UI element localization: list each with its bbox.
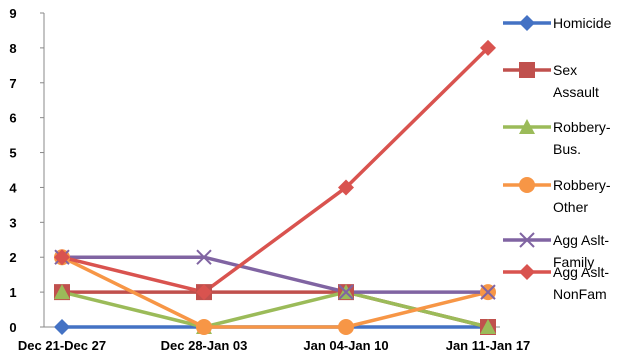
point-agg-aslt-nonfam-1 (196, 284, 212, 301)
point-agg-aslt-family-2-stroke-b (338, 284, 354, 300)
point-agg-aslt-nonfam-2-shape (338, 179, 354, 196)
point-agg-aslt-nonfam-3 (480, 39, 496, 56)
series-line-agg-aslt-nonfam (61, 46, 490, 294)
point-homicide-0 (54, 319, 70, 335)
legend-label-line-agg-aslt-family-1: Family (553, 254, 594, 270)
point-robbery-other-1-shape (196, 319, 212, 335)
y-tick-label-9: 9 (9, 6, 16, 21)
legend-swatch-marker-sex-assault (519, 62, 535, 78)
legend-swatch-marker-robbery-other (519, 177, 535, 193)
legend-label-line-sex-assault-0: Sex (553, 62, 577, 78)
point-agg-aslt-nonfam-0 (54, 249, 70, 266)
y-tick-label-2: 2 (9, 250, 16, 265)
legend-label-agg-aslt-family: Agg Aslt- Family (553, 232, 609, 270)
legend-swatch-marker-robbery-bus-shape (519, 119, 535, 134)
legend-swatch-marker-robbery-other-shape (519, 177, 535, 193)
legend-swatch-marker-agg-aslt-family-stroke-b (519, 232, 535, 248)
legend-label-line-sex-assault-1: Assault (553, 84, 599, 100)
x-tick-label-jan-11-jan-17: Jan 11-Jan 17 (446, 338, 531, 353)
point-robbery-bus-3 (480, 319, 496, 334)
legend-item-agg-aslt-family: Agg Aslt- Family (503, 232, 609, 270)
y-tick-label-8: 8 (9, 41, 16, 56)
series-line-agg-aslt-family (62, 255, 488, 294)
y-tick-label-6: 6 (9, 111, 16, 126)
legend-swatch-marker-robbery-bus (519, 119, 535, 134)
legend-swatch-marker-homicide (519, 15, 535, 31)
point-agg-aslt-nonfam-2 (338, 179, 354, 196)
legend-swatch-marker-agg-aslt-family (519, 232, 535, 248)
legend-swatch-marker-agg-aslt-nonfam (519, 264, 535, 280)
point-agg-aslt-family-1-stroke-b (196, 249, 212, 265)
legend-item-robbery-bus: Robbery- Bus. (503, 119, 611, 157)
point-robbery-bus-0 (54, 284, 70, 300)
point-agg-aslt-nonfam-1-shape (196, 284, 212, 301)
x-tick-labels: Dec 21-Dec 27 Dec 28-Jan 03 Jan 04-Jan 10 J… (18, 338, 530, 353)
legend: Homicide Sex Assault Robbery- Bus. Robbery- Ot… (503, 15, 612, 302)
legend-swatch-marker-agg-aslt-nonfam-shape (519, 264, 535, 280)
legend-label-line-robbery-other-1: Other (553, 199, 588, 215)
legend-label-line-agg-aslt-nonfam-0: Agg Aslt- (553, 264, 609, 280)
point-agg-aslt-family-1 (196, 249, 212, 265)
legend-swatch-marker-homicide-shape (519, 15, 535, 31)
y-tick-label-7: 7 (9, 76, 16, 91)
y-tick-labels: 0 1 2 3 4 5 6 7 8 9 (9, 6, 17, 335)
y-tick-label-5: 5 (9, 146, 16, 161)
point-agg-aslt-family-3 (480, 284, 496, 300)
y-tick-label-0: 0 (9, 320, 16, 335)
x-tick-label-dec-21-dec-27: Dec 21-Dec 27 (18, 338, 106, 353)
point-agg-aslt-nonfam-3-shape (480, 39, 496, 56)
legend-label-robbery-other: Robbery- Other (553, 177, 611, 215)
y-tick-label-4: 4 (9, 180, 17, 195)
series-lines (61, 46, 490, 329)
legend-label-robbery-bus: Robbery- Bus. (553, 119, 611, 157)
point-robbery-other-2 (338, 319, 354, 335)
point-agg-aslt-family-2 (338, 284, 354, 300)
legend-swatch-marker-sex-assault-shape (519, 62, 535, 78)
point-robbery-bus-0-shape (54, 284, 70, 300)
point-homicide-0-shape (54, 319, 70, 335)
point-robbery-other-2-shape (338, 319, 354, 335)
legend-label-line-agg-aslt-nonfam-1: NonFam (553, 286, 607, 302)
series-line-robbery-other (61, 255, 489, 329)
legend-label-line-robbery-bus-1: Bus. (553, 141, 581, 157)
legend-label-line-robbery-other-0: Robbery- (553, 177, 611, 193)
legend-label-agg-aslt-nonfam: Agg Aslt- NonFam (553, 264, 609, 302)
legend-label-line-robbery-bus-0: Robbery- (553, 119, 611, 135)
legend-label-sex-assault: Sex Assault (553, 62, 599, 100)
legend-label-line-agg-aslt-family-0: Agg Aslt- (553, 232, 609, 248)
x-tick-label-jan-04-jan-10: Jan 04-Jan 10 (303, 338, 388, 353)
legend-item-sex-assault: Sex Assault (503, 62, 599, 100)
point-agg-aslt-family-3-stroke-b (480, 284, 496, 300)
point-robbery-bus-3-shape (480, 319, 496, 334)
legend-item-robbery-other: Robbery- Other (503, 177, 611, 215)
legend-label-homicide: Homicide (553, 15, 612, 31)
legend-label-line-homicide-0: Homicide (553, 15, 612, 31)
x-tick-label-dec-28-jan-03: Dec 28-Jan 03 (161, 338, 248, 353)
point-agg-aslt-nonfam-0-shape (54, 249, 70, 266)
y-tick-label-1: 1 (9, 285, 16, 300)
series-markers (54, 39, 496, 335)
y-tick-label-3: 3 (9, 215, 16, 230)
point-robbery-other-1 (196, 319, 212, 335)
legend-item-homicide: Homicide (503, 15, 612, 31)
legend-item-agg-aslt-nonfam: Agg Aslt- NonFam (503, 264, 609, 302)
